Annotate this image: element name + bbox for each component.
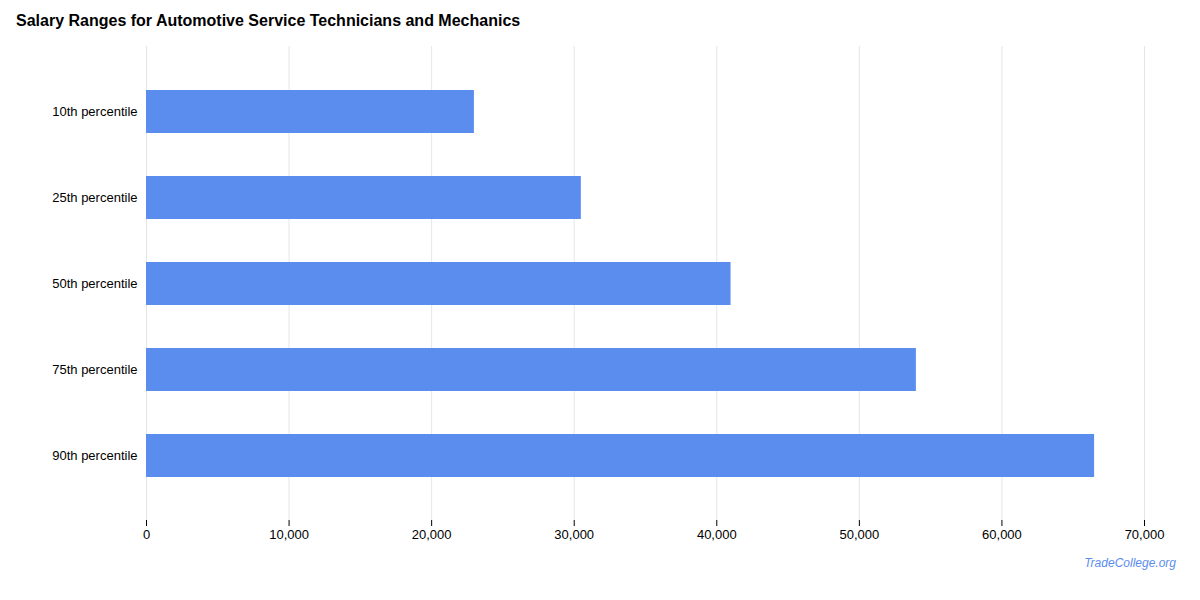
svg-text:75th percentile: 75th percentile — [52, 362, 137, 377]
svg-text:40,000: 40,000 — [697, 527, 737, 542]
svg-text:10th percentile: 10th percentile — [52, 104, 137, 119]
svg-text:70,000: 70,000 — [1125, 527, 1165, 542]
svg-text:50th percentile: 50th percentile — [52, 276, 137, 291]
svg-text:0: 0 — [143, 527, 150, 542]
svg-text:25th percentile: 25th percentile — [52, 190, 137, 205]
svg-text:90th percentile: 90th percentile — [52, 448, 137, 463]
svg-text:60,000: 60,000 — [982, 527, 1022, 542]
svg-text:20,000: 20,000 — [412, 527, 452, 542]
html-text:TradeCollege.org: TradeCollege.org — [1084, 556, 1176, 570]
svg-text:50,000: 50,000 — [839, 527, 879, 542]
svg-text:30,000: 30,000 — [554, 527, 594, 542]
html-text:Salary Ranges for Automotive S: Salary Ranges for Automotive Service Tec… — [16, 12, 521, 29]
svg-text:10,000: 10,000 — [269, 527, 309, 542]
